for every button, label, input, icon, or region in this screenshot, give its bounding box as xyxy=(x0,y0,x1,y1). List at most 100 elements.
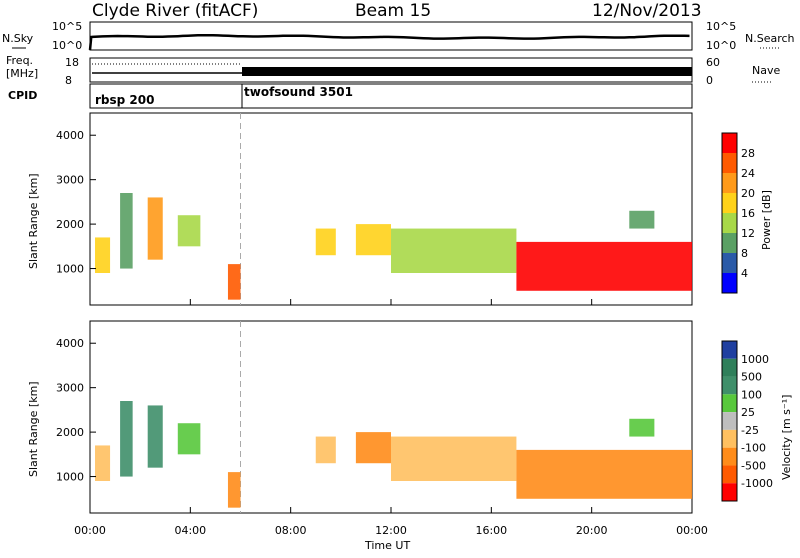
x-tick-label-4: 16:00 xyxy=(475,524,507,537)
velocity-panel-y-tick-0: 4000 xyxy=(56,337,84,350)
noise-left-tick-bottom: 10^0 xyxy=(52,39,82,52)
noise-panel-frame xyxy=(89,21,693,51)
velocity-panel-y-tick-1: 3000 xyxy=(56,382,84,395)
power-panel-data-region-8 xyxy=(516,241,692,291)
cpid-label: CPID xyxy=(8,89,37,102)
power-panel-colorbar-seg-6 xyxy=(722,253,737,273)
power-panel-colorbar-seg-1 xyxy=(722,153,737,173)
velocity-panel-data-region-1 xyxy=(120,401,133,477)
velocity-panel: Slant Range [km] Velocity [m s⁻¹] 4000 30… xyxy=(27,320,793,514)
power-panel-data-region-3 xyxy=(177,215,201,247)
nave-right-tick-top: 60 xyxy=(706,56,720,69)
power-panel-colorbar-tick-6: 4 xyxy=(741,267,748,280)
beam-title: Beam 15 xyxy=(355,1,431,21)
power-panel-colorbar-tick-2: 20 xyxy=(741,187,755,200)
noise-left-tick-top: 10^5 xyxy=(52,20,82,33)
power-panel-colorbar-seg-0 xyxy=(722,133,737,153)
freq-left-tick-top: 18 xyxy=(65,56,79,69)
x-axis-label: Time UT xyxy=(364,539,410,552)
freq-label-line2: [MHz] xyxy=(6,67,38,80)
freq-label-line1: Freq. xyxy=(6,54,33,67)
power-panel-colorbar-frame xyxy=(721,132,738,294)
velocity-panel-colorbar-seg-8 xyxy=(722,483,737,501)
velocity-colorbar-label: Velocity [m s⁻¹] xyxy=(780,395,793,480)
velocity-panel-colorbar-seg-7 xyxy=(722,465,737,484)
power-panel-colorbar-seg-2 xyxy=(722,173,737,193)
velocity-panel-colorbar-tick-1: 500 xyxy=(741,371,762,384)
velocity-panel-data-region-2 xyxy=(147,405,163,468)
velocity-panel-colorbar-tick-7: -1000 xyxy=(741,477,773,490)
power-panel-data-region-7 xyxy=(391,228,517,273)
power-panel-y-tick-1: 3000 xyxy=(56,174,84,187)
power-panel-y-tick-0: 4000 xyxy=(56,129,84,142)
x-tick-label-6: 00:00 xyxy=(676,524,708,537)
power-panel-data-region-0 xyxy=(95,237,111,273)
velocity-panel-colorbar-seg-6 xyxy=(722,447,737,466)
velocity-panel-data-region-5 xyxy=(315,436,336,464)
freq-left-tick-bottom: 8 xyxy=(65,74,72,87)
velocity-panel-colorbar-tick-2: 100 xyxy=(741,388,762,401)
power-panel-colorbar-tick-0: 28 xyxy=(741,147,755,160)
velocity-panel-data-region-6 xyxy=(355,432,391,464)
power-panel-colorbar-seg-4 xyxy=(722,213,737,233)
velocity-ylabel: Slant Range [km] xyxy=(27,381,40,477)
power-panel-colorbar-tick-5: 8 xyxy=(741,247,748,260)
nave-fill-band xyxy=(242,67,692,76)
noise-right-tick-bottom: 10^0 xyxy=(706,39,736,52)
noise-right-tick-top: 10^5 xyxy=(706,20,736,33)
velocity-panel-colorbar-seg-0 xyxy=(722,341,737,359)
power-panel-y-tick-2: 2000 xyxy=(56,218,84,231)
power-panel-data-region-1 xyxy=(120,193,133,269)
station-title: Clyde River (fitACF) xyxy=(92,1,258,21)
velocity-panel-colorbar-tick-6: -500 xyxy=(741,459,766,472)
velocity-panel-colorbar-seg-4 xyxy=(722,412,737,430)
date-title: 12/Nov/2013 xyxy=(592,1,702,21)
power-panel-data-region-4 xyxy=(227,264,241,300)
velocity-panel-data-region-7 xyxy=(391,436,517,481)
power-panel-data-region-5 xyxy=(315,228,336,256)
power-ylabel: Slant Range [km] xyxy=(27,173,40,269)
velocity-panel-data-region-3 xyxy=(177,423,201,455)
velocity-panel-colorbar-tick-3: 25 xyxy=(741,406,755,419)
velocity-panel-colorbar-frame xyxy=(721,340,738,502)
nave-right-tick-bottom: 0 xyxy=(706,74,713,87)
cpid-panel-frame xyxy=(89,83,693,109)
velocity-panel-colorbar-seg-1 xyxy=(722,358,737,377)
velocity-panel-colorbar-seg-2 xyxy=(722,376,737,395)
cpid-mode-2: twofsound 3501 xyxy=(244,85,353,99)
velocity-panel-data-region-9 xyxy=(629,418,655,437)
power-panel-data-region-6 xyxy=(355,224,391,256)
x-tick-label-5: 20:00 xyxy=(576,524,608,537)
power-panel-colorbar-seg-3 xyxy=(722,193,737,213)
power-panel-colorbar-tick-3: 16 xyxy=(741,207,755,220)
velocity-panel-data-region-0 xyxy=(95,445,111,481)
cpid-mode-1: rbsp 200 xyxy=(95,93,154,107)
velocity-panel-colorbar-tick-5: -100 xyxy=(741,442,766,455)
velocity-panel-colorbar-seg-3 xyxy=(722,394,737,413)
x-tick-label-0: 00:00 xyxy=(74,524,106,537)
x-tick-label-1: 04:00 xyxy=(174,524,206,537)
velocity-panel-y-tick-3: 1000 xyxy=(56,471,84,484)
velocity-panel-y-tick-2: 2000 xyxy=(56,426,84,439)
nave-label: Nave xyxy=(752,64,780,77)
velocity-panel-colorbar-tick-4: -25 xyxy=(741,424,759,437)
power-panel-colorbar-seg-5 xyxy=(722,233,737,253)
noise-left-label: N.Sky xyxy=(2,32,34,45)
power-panel-colorbar-seg-7 xyxy=(722,273,737,293)
velocity-panel-data-region-4 xyxy=(227,472,241,508)
velocity-panel-colorbar-tick-0: 1000 xyxy=(741,353,769,366)
noise-right-label: N.Search xyxy=(745,32,795,45)
power-panel-y-tick-3: 1000 xyxy=(56,263,84,276)
power-panel-data-region-2 xyxy=(147,197,163,260)
x-tick-label-3: 12:00 xyxy=(375,524,407,537)
power-colorbar-label: Power [dB] xyxy=(760,190,773,250)
power-panel: Slant Range [km] Power [dB] 4000 3000 2000… xyxy=(27,112,773,306)
power-panel-data-region-9 xyxy=(629,210,655,229)
x-tick-label-2: 08:00 xyxy=(275,524,307,537)
power-panel-colorbar-tick-4: 12 xyxy=(741,227,755,240)
velocity-panel-data-region-8 xyxy=(516,449,692,499)
noise-sky-trace xyxy=(88,33,690,51)
power-panel-colorbar-tick-1: 24 xyxy=(741,167,755,180)
velocity-panel-colorbar-seg-5 xyxy=(722,429,737,448)
